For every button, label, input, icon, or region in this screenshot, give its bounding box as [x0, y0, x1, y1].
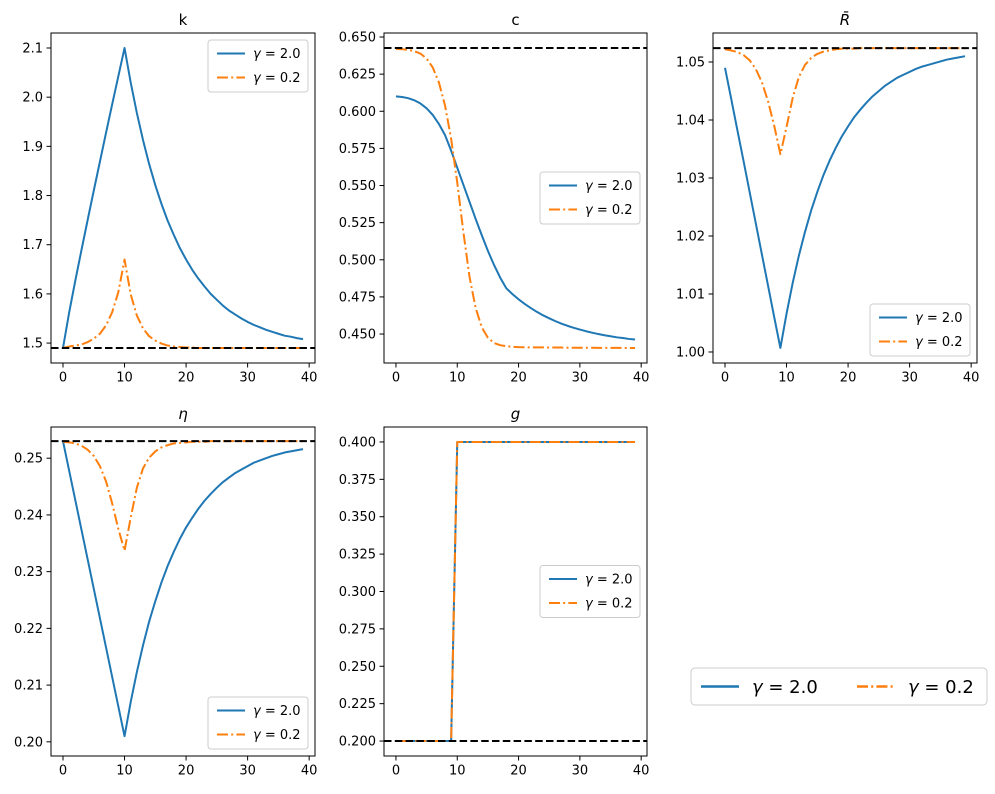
- x-tick-label: 0: [59, 764, 67, 779]
- y-tick-label: 0.300: [339, 585, 376, 600]
- series-gamma-2-0: [724, 55, 966, 349]
- series-gamma-2-0: [395, 95, 636, 341]
- x-tick-label: 40: [301, 764, 318, 779]
- y-tick-label: 2.0: [22, 91, 43, 106]
- y-tick-label: 0.23: [14, 565, 43, 580]
- x-tick-label: 30: [901, 371, 918, 386]
- y-tick-label: 0.325: [339, 548, 376, 563]
- y-tick-label: 0.21: [14, 679, 43, 694]
- legend-label: γ = 0.2: [253, 71, 301, 86]
- y-tick-label: 1.04: [676, 113, 705, 128]
- legend-g: γ = 2.0 γ = 0.2: [539, 565, 641, 618]
- figure-legend-label: γ = 2.0: [752, 677, 818, 698]
- y-tick-label: 0.350: [339, 510, 376, 525]
- y-tick-label: 1.00: [676, 345, 705, 360]
- y-tick-label: 1.8: [22, 189, 43, 204]
- subplot-eta: 0 10 20 30 40 0.20 0.21 0.22 0.23 0.24 0.25 η γ = 2.…: [14, 405, 317, 779]
- subplot-c: 0 10 20 30 40 0.450 0.475 0.500 0.525 0.550 0.575 0…: [339, 11, 650, 386]
- y-tick-label: 0.25: [14, 452, 43, 467]
- legend-label: γ = 2.0: [253, 704, 301, 719]
- legend-label: γ = 2.0: [585, 573, 633, 588]
- y-tick-label: 0.650: [339, 31, 376, 46]
- y-tick-label: 0.500: [339, 253, 376, 268]
- y-tick-label: 0.625: [339, 68, 376, 83]
- x-tick-label: 30: [572, 371, 589, 386]
- legend-c: γ = 2.0 γ = 0.2: [539, 171, 641, 225]
- x-tick-label: 30: [239, 371, 256, 386]
- subplot-g: 0 10 20 30 40 0.200 0.225 0.250 0.275 0.300 0.325 0…: [339, 405, 650, 779]
- x-tick-label: 10: [778, 371, 795, 386]
- series-gamma-0-2: [395, 47, 636, 349]
- x-tick-label: 0: [392, 371, 400, 386]
- y-tick-label: 0.450: [339, 328, 376, 343]
- x-tick-label: 30: [239, 764, 256, 779]
- y-tick-label: 0.600: [339, 105, 376, 120]
- legend-label: γ = 0.2: [915, 335, 963, 350]
- figure-legend-label: γ = 0.2: [908, 677, 974, 698]
- y-tick-label: 0.24: [14, 508, 43, 523]
- y-tick-label: 1.5: [22, 337, 43, 352]
- y-tick-label: 0.550: [339, 179, 376, 194]
- legend-label: γ = 0.2: [585, 597, 633, 612]
- y-tick-label: 1.05: [676, 55, 705, 70]
- subplot-title: η: [178, 405, 188, 423]
- x-tick-label: 40: [963, 371, 980, 386]
- x-tick-label: 0: [392, 764, 400, 779]
- y-tick-label: 0.225: [339, 697, 376, 712]
- figure-legend-box: [690, 667, 988, 706]
- series-gamma-2-0: [62, 440, 304, 738]
- legend-label: γ = 0.2: [253, 728, 301, 743]
- y-tick-label: 0.575: [339, 142, 376, 157]
- x-tick-label: 0: [721, 371, 729, 386]
- subplot-Rbar: 0 10 20 30 40 1.00 1.01 1.02 1.03 1.04 1.05 R̄ γ = 2…: [676, 10, 979, 385]
- subplot-title: g: [511, 405, 521, 423]
- y-tick-label: 0.375: [339, 473, 376, 488]
- y-tick-label: 0.275: [339, 622, 376, 637]
- legend-label: γ = 2.0: [915, 311, 963, 326]
- y-tick-label: 1.6: [22, 287, 43, 302]
- series-gamma-2-0: [62, 47, 304, 349]
- x-tick-label: 10: [116, 371, 133, 386]
- x-tick-label: 20: [178, 764, 195, 779]
- x-tick-label: 20: [178, 371, 195, 386]
- subplot-title: c: [511, 11, 519, 29]
- y-tick-label: 0.20: [14, 735, 43, 750]
- legend-eta: γ = 2.0 γ = 0.2: [207, 696, 309, 750]
- y-tick-label: 0.250: [339, 660, 376, 675]
- x-tick-label: 0: [59, 371, 67, 386]
- legend-label: γ = 0.2: [585, 203, 633, 218]
- x-tick-label: 20: [840, 371, 857, 386]
- legend-k: γ = 2.0 γ = 0.2: [207, 39, 309, 93]
- y-tick-label: 0.475: [339, 290, 376, 305]
- legend-Rbar: γ = 2.0 γ = 0.2: [869, 303, 971, 357]
- series-gamma-0-2: [395, 440, 636, 743]
- x-tick-label: 40: [301, 371, 318, 386]
- y-tick-label: 1.02: [676, 229, 705, 244]
- subplot-title: k: [179, 11, 188, 29]
- y-tick-label: 1.03: [676, 171, 705, 186]
- y-tick-label: 0.22: [14, 622, 43, 637]
- figure-legend: γ = 2.0 γ = 0.2: [690, 667, 988, 706]
- y-tick-label: 0.400: [339, 435, 376, 450]
- y-tick-label: 2.1: [22, 42, 43, 57]
- x-tick-label: 10: [449, 371, 466, 386]
- x-tick-label: 20: [510, 371, 527, 386]
- y-tick-label: 1.7: [22, 238, 43, 253]
- x-tick-label: 10: [116, 764, 133, 779]
- x-tick-label: 40: [633, 371, 650, 386]
- subplot-k: 0 10 20 30 401.51.61.71.81.92.02.1kγ = 2.0γ …: [22, 11, 317, 386]
- legend-label: γ = 2.0: [253, 47, 301, 62]
- x-tick-label: 30: [572, 764, 589, 779]
- y-tick-label: 1.9: [22, 140, 43, 155]
- x-tick-label: 20: [510, 764, 527, 779]
- subplot-title: R̄: [840, 10, 850, 29]
- x-tick-label: 10: [449, 764, 466, 779]
- legend-label: γ = 2.0: [585, 179, 633, 194]
- y-tick-label: 1.01: [676, 287, 705, 302]
- x-tick-label: 40: [633, 764, 650, 779]
- y-tick-label: 0.525: [339, 216, 376, 231]
- y-tick-label: 0.200: [339, 735, 376, 750]
